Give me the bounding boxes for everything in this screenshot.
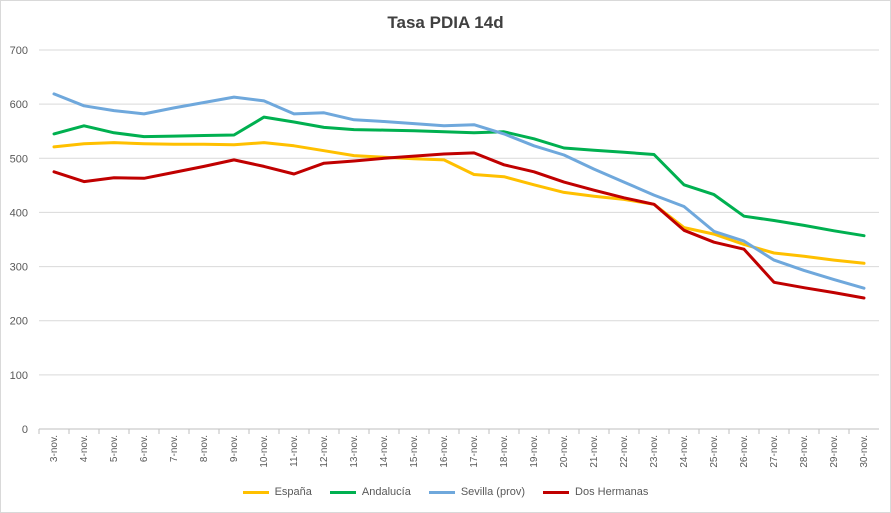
y-tick-label: 600: [10, 99, 28, 111]
series-line-andaluc-a: [52, 115, 866, 238]
series-lines: [52, 92, 866, 300]
x-tick-label: 10-nov.: [259, 435, 270, 468]
x-tick-label: 13-nov.: [349, 435, 360, 468]
x-tick-label: 20-nov.: [559, 435, 570, 468]
legend-item: Andalucía: [329, 486, 411, 498]
x-tick-label: 23-nov.: [649, 435, 660, 468]
x-axis-ticks: 3-nov. 4-nov. 5-nov. 6-nov. 7-nov. 8-nov. 9-no…: [38, 429, 870, 468]
x-tick-label: 12-nov.: [319, 435, 330, 468]
series-line-dos-hermanas: [52, 151, 866, 300]
x-tick-label: 6-nov.: [139, 435, 150, 462]
legend-item: Sevilla (prov): [428, 486, 526, 498]
y-tick-label: 500: [10, 153, 28, 165]
x-tick-label: 30-nov.: [859, 435, 870, 468]
x-tick-label: 15-nov.: [409, 435, 420, 468]
series-line-sevilla-prov-: [52, 92, 866, 290]
legend-swatch: [329, 490, 356, 494]
x-tick-label: 21-nov.: [589, 435, 600, 468]
x-tick-label: 22-nov.: [619, 435, 630, 468]
legend-item: España: [242, 486, 312, 498]
legend-label: Andalucía: [361, 486, 411, 498]
x-tick-label: 11-nov.: [289, 435, 300, 467]
x-tick-label: 8-nov.: [199, 435, 210, 462]
x-tick-label: 28-nov.: [799, 435, 810, 468]
x-tick-label: 14-nov.: [379, 435, 390, 468]
x-tick-label: 9-nov.: [229, 435, 240, 462]
x-tick-label: 19-nov.: [529, 435, 540, 468]
x-tick-label: 24-nov.: [679, 435, 690, 468]
x-tick-label: 16-nov.: [439, 435, 450, 468]
x-tick-label: 25-nov.: [709, 435, 720, 468]
y-tick-label: 400: [10, 207, 28, 219]
x-tick-label: 26-nov.: [739, 435, 750, 468]
y-tick-label: 300: [10, 262, 28, 274]
y-tick-label: 100: [10, 370, 28, 382]
legend: España Andalucía Sevilla (prov) Dos Hermana…: [1, 486, 890, 498]
gridlines: [39, 49, 879, 430]
x-tick-label: 29-nov.: [829, 435, 840, 468]
y-tick-label: 0: [22, 424, 28, 436]
legend-swatch: [543, 490, 570, 494]
x-tick-label: 27-nov.: [769, 435, 780, 468]
x-tick-label: 18-nov.: [499, 435, 510, 468]
x-tick-label: 7-nov.: [169, 435, 180, 462]
y-tick-label: 700: [10, 45, 28, 57]
legend-label: Sevilla (prov): [460, 486, 526, 498]
x-tick-label: 4-nov.: [79, 435, 90, 462]
legend-item: Dos Hermanas: [543, 486, 648, 498]
y-axis-ticks: 0 100 200 300 400 500 600 700: [10, 45, 28, 436]
y-tick-label: 200: [10, 316, 28, 328]
legend-label: Dos Hermanas: [575, 486, 649, 498]
x-tick-label: 3-nov.: [49, 435, 60, 462]
legend-swatch: [428, 490, 455, 494]
chart-title: Tasa PDIA 14d: [387, 13, 504, 32]
x-tick-label: 5-nov.: [109, 435, 120, 462]
series-line-espa-a: [52, 141, 866, 265]
x-tick-label: 17-nov.: [469, 435, 480, 468]
legend-label: España: [274, 486, 312, 498]
legend-swatch: [242, 490, 269, 494]
